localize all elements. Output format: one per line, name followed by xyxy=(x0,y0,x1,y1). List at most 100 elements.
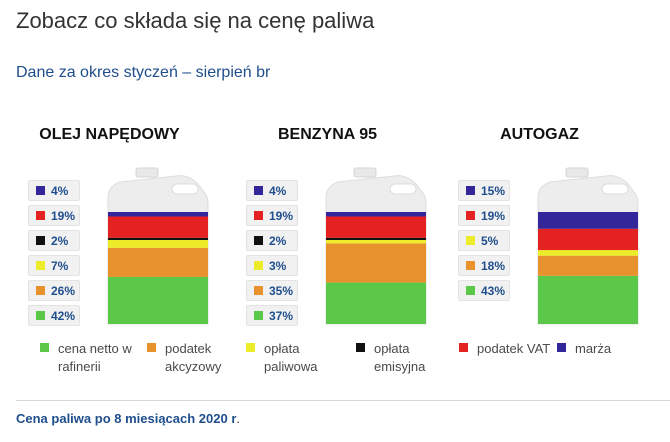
value-labels: 4% 19% 2% 3% 35% 37% xyxy=(246,180,298,330)
bar-segment-oplata_paliwowa xyxy=(538,250,638,256)
chart-title: AUTOGAZ xyxy=(500,126,579,143)
legend-swatch xyxy=(246,343,255,352)
data-label-value: 35% xyxy=(269,283,294,298)
canister-handle xyxy=(601,183,629,195)
legend-item-marza: marża xyxy=(557,340,657,358)
chart-panel-diesel: OLEJ NAPĘDOWY 4% 19% 2% 7% 26% 42% xyxy=(2,120,217,335)
data-label-akcyza: 26% xyxy=(28,280,80,301)
data-label-value: 7% xyxy=(51,258,69,273)
legend-item-oplata_paliwowa: opłata paliwowa xyxy=(246,340,346,376)
color-swatch xyxy=(36,311,45,320)
color-swatch xyxy=(254,186,263,195)
color-swatch xyxy=(466,286,475,295)
bar-segment-akcyza xyxy=(326,243,426,283)
data-label-cena_netto: 37% xyxy=(246,305,298,326)
canister-handle xyxy=(389,183,417,195)
color-swatch xyxy=(36,236,45,245)
data-label-oplata_paliwowa: 7% xyxy=(28,255,80,276)
data-label-value: 5% xyxy=(481,233,499,248)
data-label-value: 18% xyxy=(481,258,506,273)
legend-item-oplata_emisyjna: opłata emisyjna xyxy=(356,340,456,376)
data-label-value: 43% xyxy=(481,283,506,298)
canister-cap xyxy=(353,167,377,178)
legend-label: opłata emisyjna xyxy=(374,341,426,374)
data-label-value: 2% xyxy=(51,233,69,248)
color-swatch xyxy=(254,211,263,220)
data-label-value: 37% xyxy=(269,308,294,323)
legend-swatch xyxy=(459,343,468,352)
page-title: Zobacz co składa się na cenę paliwa xyxy=(16,8,375,33)
canister-cap xyxy=(565,167,589,178)
canister-chart xyxy=(537,167,639,325)
bar-segment-cena_netto xyxy=(538,275,638,324)
legend-swatch xyxy=(356,343,365,352)
data-label-value: 3% xyxy=(269,258,287,273)
data-label-oplata_paliwowa: 3% xyxy=(246,255,298,276)
data-label-value: 19% xyxy=(51,208,76,223)
legend-label: opłata paliwowa xyxy=(264,341,318,374)
data-label-value: 4% xyxy=(51,183,69,198)
color-swatch xyxy=(466,236,475,245)
data-label-value: 19% xyxy=(269,208,294,223)
canister-cap xyxy=(135,167,159,178)
chart-title: OLEJ NAPĘDOWY xyxy=(39,126,180,143)
data-label-value: 42% xyxy=(51,308,76,323)
data-label-marza: 15% xyxy=(458,180,510,201)
page-subtitle: Dane za okres styczeń – sierpień br xyxy=(16,64,271,81)
data-label-akcyza: 18% xyxy=(458,255,510,276)
bar-segment-akcyza xyxy=(108,247,208,277)
data-label-marza: 4% xyxy=(246,180,298,201)
data-label-oplata_paliwowa: 5% xyxy=(458,230,510,251)
footer-note: Cena paliwa po 8 miesiącach 2020 r. xyxy=(16,411,240,426)
color-swatch xyxy=(36,286,45,295)
bar-segment-cena_netto xyxy=(108,276,208,324)
value-labels: 15% 19% 5% 18% 43% xyxy=(458,180,510,305)
data-label-value: 4% xyxy=(269,183,287,198)
legend-label: podatek VAT xyxy=(477,341,551,356)
footer-rest: . xyxy=(236,411,241,426)
color-swatch xyxy=(36,261,45,270)
canister-chart xyxy=(325,167,427,325)
legend-swatch xyxy=(147,343,156,352)
color-swatch xyxy=(466,261,475,270)
color-swatch xyxy=(36,186,45,195)
data-label-value: 26% xyxy=(51,283,76,298)
legend-label: marża xyxy=(575,341,612,356)
legend-swatch xyxy=(40,343,49,352)
legend-item-vat: podatek VAT xyxy=(459,340,559,358)
bar-segment-marza xyxy=(326,212,426,217)
color-swatch xyxy=(254,286,263,295)
bar-segment-akcyza xyxy=(538,255,638,276)
legend-label: cena netto w rafinerii xyxy=(58,341,132,374)
data-label-value: 15% xyxy=(481,183,506,198)
bar-segment-cena_netto xyxy=(326,282,426,324)
legend-label: podatek akcyzowy xyxy=(165,341,222,374)
data-label-marza: 4% xyxy=(28,180,80,201)
data-label-oplata_emisyjna: 2% xyxy=(28,230,80,251)
data-label-vat: 19% xyxy=(28,205,80,226)
chart-panel-lpg: AUTOGAZ 15% 19% 5% 18% 43% xyxy=(432,120,647,335)
color-swatch xyxy=(466,211,475,220)
data-label-vat: 19% xyxy=(246,205,298,226)
bar-segment-marza xyxy=(538,212,638,229)
bar-segment-vat xyxy=(538,228,638,251)
data-label-value: 2% xyxy=(269,233,287,248)
canister-handle xyxy=(171,183,199,195)
bar-segment-oplata_paliwowa xyxy=(108,240,208,248)
legend: cena netto w rafinerii podatek akcyzowy op… xyxy=(40,340,670,390)
bar-segment-vat xyxy=(326,216,426,238)
color-swatch xyxy=(254,236,263,245)
color-swatch xyxy=(254,261,263,270)
footer-bold: Cena paliwa po 8 miesiącach 2020 r xyxy=(16,411,237,426)
legend-item-cena_netto: cena netto w rafinerii xyxy=(40,340,140,376)
data-label-vat: 19% xyxy=(458,205,510,226)
data-label-oplata_emisyjna: 2% xyxy=(246,230,298,251)
data-label-cena_netto: 43% xyxy=(458,280,510,301)
data-label-cena_netto: 42% xyxy=(28,305,80,326)
divider xyxy=(16,400,670,401)
bar-segment-oplata_emisyjna xyxy=(326,237,426,240)
chart-panel-petrol: BENZYNA 95 4% 19% 2% 3% 35% 37% xyxy=(220,120,435,335)
legend-swatch xyxy=(557,343,566,352)
color-swatch xyxy=(36,211,45,220)
bar-segment-vat xyxy=(108,216,208,238)
